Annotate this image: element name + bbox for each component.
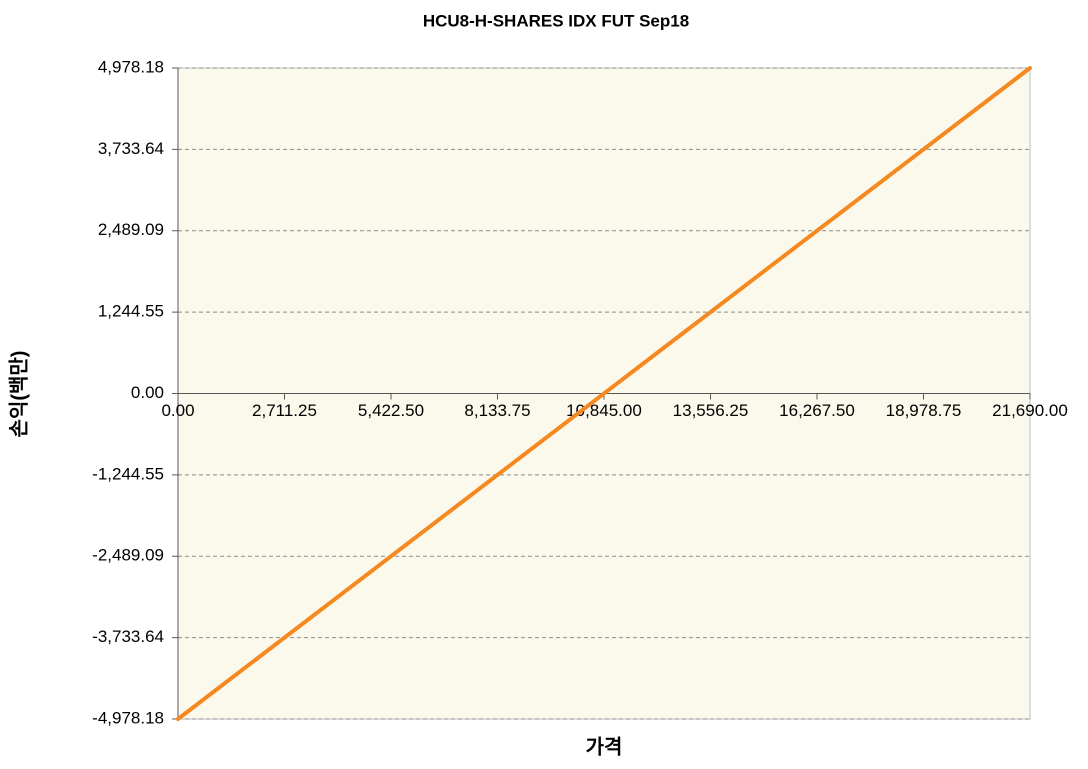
y-tick-label: 3,733.64 bbox=[98, 139, 164, 158]
y-tick-label: -3,733.64 bbox=[92, 627, 164, 646]
y-tick-label: 2,489.09 bbox=[98, 220, 164, 239]
x-axis-label: 가격 bbox=[586, 735, 623, 758]
x-tick-label: 21,690.00 bbox=[992, 401, 1068, 420]
chart-title: HCU8-H-SHARES IDX FUT Sep18 bbox=[423, 11, 689, 30]
y-tick-label: 1,244.55 bbox=[98, 302, 164, 321]
x-tick-label: 18,978.75 bbox=[886, 401, 962, 420]
y-tick-label: 4,978.18 bbox=[98, 57, 164, 76]
line bbox=[176, 66, 1032, 721]
x-tick-label: 2,711.25 bbox=[252, 401, 317, 420]
x-tick-label: 10,845.00 bbox=[566, 401, 642, 420]
x-tick-label: 16,267.50 bbox=[779, 401, 855, 420]
y-tick-label: -4,978.18 bbox=[92, 708, 164, 727]
y-tick-label: -2,489.09 bbox=[92, 546, 164, 565]
x-tick-label: 13,556.25 bbox=[673, 401, 749, 420]
x-tick-label: 5,422.50 bbox=[358, 401, 424, 420]
x-tick-label: 8,133.75 bbox=[464, 401, 530, 420]
y-tick-label: 0.00 bbox=[131, 383, 164, 402]
y-tick-label: -1,244.55 bbox=[92, 464, 164, 483]
y-axis-label: 손익(백만) bbox=[7, 351, 30, 438]
x-tick-label: 0.00 bbox=[161, 401, 194, 420]
